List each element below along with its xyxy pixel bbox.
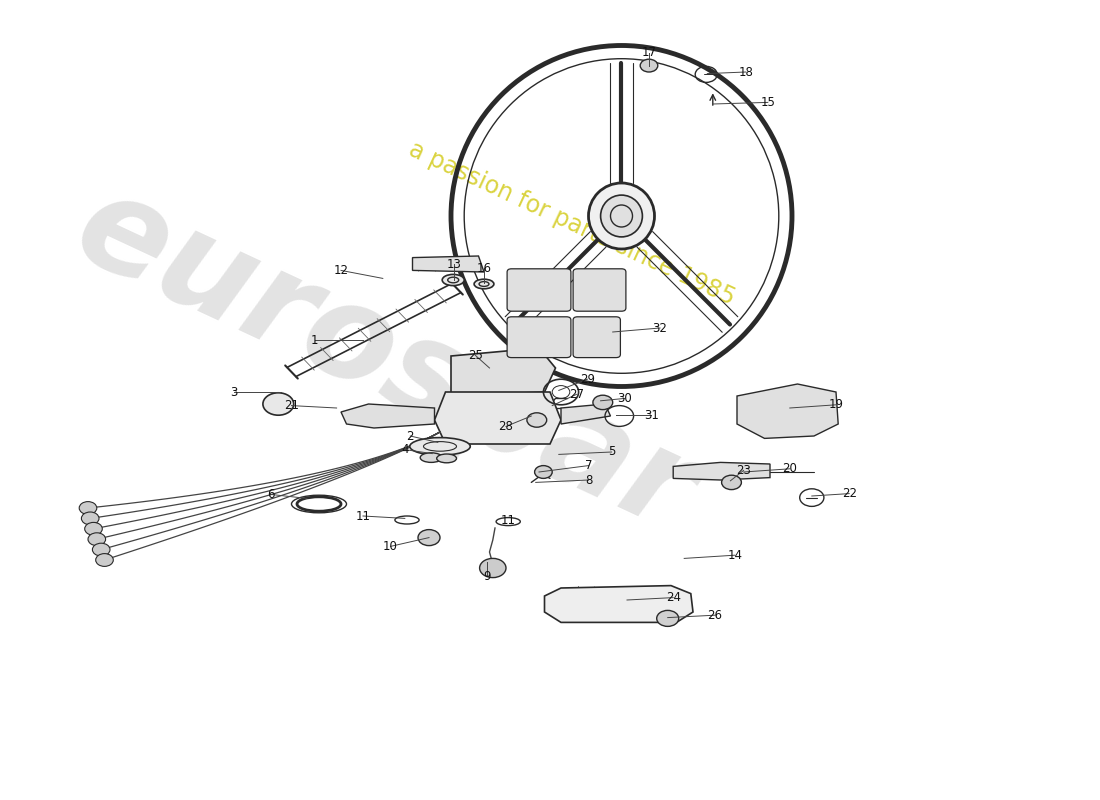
Text: 29: 29 xyxy=(580,373,595,386)
Text: 15: 15 xyxy=(760,96,775,109)
Text: 30: 30 xyxy=(617,392,632,405)
Text: 3: 3 xyxy=(231,386,238,398)
Text: 19: 19 xyxy=(828,398,844,411)
Ellipse shape xyxy=(437,454,456,462)
Text: 22: 22 xyxy=(842,487,857,500)
Text: 24: 24 xyxy=(666,591,681,604)
Text: 9: 9 xyxy=(484,570,491,582)
Text: 27: 27 xyxy=(569,388,584,401)
Polygon shape xyxy=(341,404,434,428)
Text: eurospar: eurospar xyxy=(56,162,714,558)
Text: 23: 23 xyxy=(736,464,751,477)
Circle shape xyxy=(640,59,658,72)
Text: a passion for parts since 1985: a passion for parts since 1985 xyxy=(405,138,739,310)
Circle shape xyxy=(263,393,294,415)
Text: 7: 7 xyxy=(585,459,592,472)
Ellipse shape xyxy=(442,274,464,286)
Text: 14: 14 xyxy=(727,549,742,562)
Text: 26: 26 xyxy=(707,609,723,622)
Ellipse shape xyxy=(588,183,654,249)
Circle shape xyxy=(92,543,110,556)
Text: 10: 10 xyxy=(383,540,398,553)
Circle shape xyxy=(535,466,552,478)
Circle shape xyxy=(96,554,113,566)
Polygon shape xyxy=(451,348,556,396)
Polygon shape xyxy=(737,384,838,438)
Text: 18: 18 xyxy=(738,66,754,78)
FancyBboxPatch shape xyxy=(507,269,571,311)
Text: 20: 20 xyxy=(782,462,797,475)
Circle shape xyxy=(79,502,97,514)
Text: 2: 2 xyxy=(407,430,414,442)
Polygon shape xyxy=(434,392,561,444)
Polygon shape xyxy=(412,256,484,272)
Text: 17: 17 xyxy=(641,46,657,59)
Circle shape xyxy=(527,413,547,427)
Text: 6: 6 xyxy=(267,488,274,501)
Text: 32: 32 xyxy=(652,322,668,334)
Ellipse shape xyxy=(420,453,442,462)
Circle shape xyxy=(85,522,102,535)
FancyBboxPatch shape xyxy=(573,317,620,358)
Circle shape xyxy=(418,530,440,546)
Circle shape xyxy=(81,512,99,525)
Text: 12: 12 xyxy=(333,264,349,277)
Text: 16: 16 xyxy=(476,262,492,274)
Text: 1: 1 xyxy=(311,334,318,346)
Text: 4: 4 xyxy=(402,443,408,456)
Text: 13: 13 xyxy=(447,258,462,270)
Ellipse shape xyxy=(474,279,494,289)
Text: 28: 28 xyxy=(498,420,514,433)
Text: 25: 25 xyxy=(468,349,483,362)
Polygon shape xyxy=(561,404,610,424)
Circle shape xyxy=(722,475,741,490)
Text: 21: 21 xyxy=(284,399,299,412)
Text: 11: 11 xyxy=(500,514,516,526)
Polygon shape xyxy=(544,586,693,622)
Polygon shape xyxy=(673,462,770,480)
Circle shape xyxy=(480,558,506,578)
FancyBboxPatch shape xyxy=(573,269,626,311)
Text: 8: 8 xyxy=(585,474,592,486)
Ellipse shape xyxy=(409,438,471,455)
Circle shape xyxy=(88,533,106,546)
Ellipse shape xyxy=(601,195,642,237)
Circle shape xyxy=(593,395,613,410)
Text: 31: 31 xyxy=(644,409,659,422)
Text: 11: 11 xyxy=(355,510,371,522)
FancyBboxPatch shape xyxy=(507,317,571,358)
Text: 5: 5 xyxy=(608,446,615,458)
Circle shape xyxy=(657,610,679,626)
